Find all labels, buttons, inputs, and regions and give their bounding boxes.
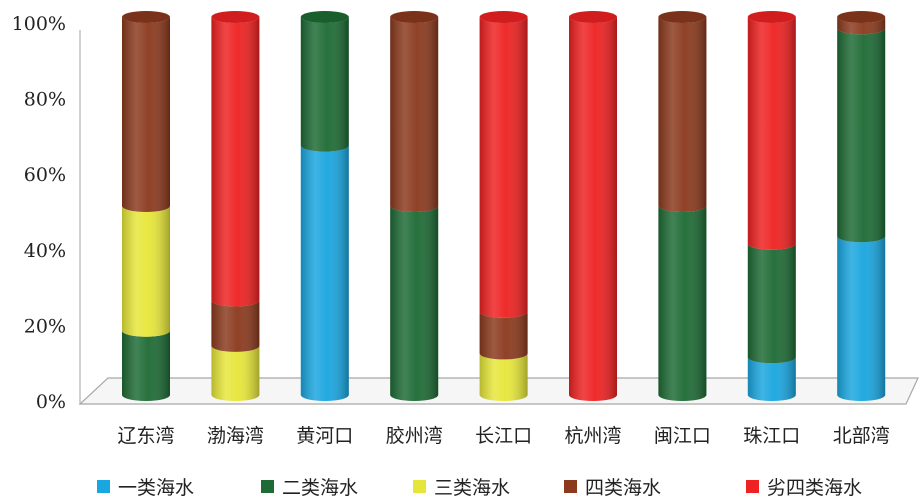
bar-segment-shade bbox=[122, 206, 170, 337]
bar-stack bbox=[211, 11, 260, 401]
bar-segment-shade bbox=[837, 17, 886, 35]
bar-stack bbox=[122, 11, 170, 401]
legend-label: 三类海水 bbox=[434, 477, 510, 499]
bar-top-cap-shade bbox=[747, 11, 796, 23]
y-tick-label: 40% bbox=[24, 240, 66, 262]
x-category-label: 黄河口 bbox=[296, 425, 353, 447]
legend-swatch bbox=[97, 480, 110, 493]
bar-segment-shade bbox=[658, 206, 707, 401]
legend-item: 二类海水 bbox=[261, 477, 358, 499]
x-category-label: 渤海湾 bbox=[207, 425, 264, 447]
bar-stack bbox=[390, 11, 439, 401]
bar-top-cap bbox=[837, 11, 886, 23]
bar-top-cap-shade bbox=[658, 11, 707, 23]
bar-top-cap bbox=[300, 11, 349, 23]
bar-top-cap-shade bbox=[300, 11, 349, 23]
bar-segment-shade bbox=[837, 28, 886, 243]
bar-stack bbox=[569, 11, 617, 401]
bar-top-cap bbox=[390, 11, 439, 23]
legend-item: 四类海水 bbox=[564, 477, 661, 499]
x-category-label: 长江口 bbox=[475, 425, 532, 447]
x-category-label: 胶州湾 bbox=[386, 425, 443, 447]
bar-stack bbox=[747, 11, 796, 401]
legend-swatch bbox=[261, 480, 274, 493]
bar-segment-shade bbox=[747, 17, 796, 250]
bar-segment-shade bbox=[122, 330, 170, 401]
legend-label: 劣四类海水 bbox=[767, 477, 862, 499]
legend-swatch bbox=[564, 480, 577, 493]
y-tick-label: 100% bbox=[12, 13, 66, 35]
bar-segment-shade bbox=[747, 357, 796, 401]
bar-segment-shade bbox=[211, 300, 260, 352]
bar-segment-shade bbox=[658, 17, 707, 213]
legend: 一类海水 二类海水 三类海水 四类海水 劣四类海水 bbox=[97, 477, 862, 499]
bars bbox=[122, 11, 886, 401]
bar-top-cap bbox=[747, 11, 796, 23]
legend-swatch bbox=[413, 480, 426, 493]
bar-stack bbox=[658, 11, 707, 401]
bar-segment-shade bbox=[300, 17, 349, 152]
bar-segment-shade bbox=[569, 17, 617, 401]
bar-segment-shade bbox=[390, 206, 439, 401]
bar-segment-shade bbox=[211, 17, 260, 307]
bar-segment-shade bbox=[479, 17, 528, 318]
bar-segment-shade bbox=[122, 17, 170, 212]
bar-top-cap bbox=[569, 11, 617, 23]
bar-segment-shade bbox=[300, 145, 349, 401]
bar-top-cap bbox=[122, 11, 170, 23]
y-axis-tick-labels: 0% 20% 40% 60% 80% 100% bbox=[12, 13, 66, 413]
bar-top-cap bbox=[211, 11, 260, 23]
bar-top-cap bbox=[479, 11, 528, 23]
y-tick-label: 80% bbox=[24, 89, 66, 111]
legend-label: 一类海水 bbox=[118, 477, 194, 499]
bar-segment-shade bbox=[211, 345, 260, 401]
bar-stack bbox=[300, 11, 349, 401]
y-tick-label: 60% bbox=[24, 164, 66, 186]
bar-segment-shade bbox=[390, 17, 439, 213]
bar-segment-shade bbox=[479, 311, 528, 360]
x-category-label: 辽东湾 bbox=[117, 425, 174, 447]
bar-segment-shade bbox=[479, 353, 528, 401]
x-axis-category-labels: 辽东湾 渤海湾 黄河口 胶州湾 长江口 杭州湾 闽江口 珠江口 北部湾 bbox=[117, 425, 889, 447]
bar-top-cap-shade bbox=[390, 11, 439, 23]
legend-swatch bbox=[746, 480, 759, 493]
legend-item: 一类海水 bbox=[97, 477, 194, 499]
bar-top-cap bbox=[658, 11, 707, 23]
y-tick-label: 20% bbox=[24, 315, 66, 337]
bar-top-cap-shade bbox=[122, 11, 170, 23]
bar-top-cap-shade bbox=[837, 11, 886, 23]
y-tick-label: 0% bbox=[36, 391, 66, 413]
bar-stack bbox=[479, 11, 528, 401]
x-category-label: 闽江口 bbox=[654, 425, 711, 447]
x-category-label: 珠江口 bbox=[743, 425, 800, 447]
bar-top-cap-shade bbox=[569, 11, 617, 23]
legend-label: 二类海水 bbox=[282, 477, 358, 499]
bar-segment-shade bbox=[837, 236, 886, 401]
bar-stack bbox=[837, 11, 886, 401]
legend-item: 劣四类海水 bbox=[746, 477, 862, 499]
bar-top-cap-shade bbox=[479, 11, 528, 23]
legend-label: 四类海水 bbox=[585, 477, 661, 499]
legend-item: 三类海水 bbox=[413, 477, 510, 499]
bar-segment-shade bbox=[747, 243, 796, 364]
x-category-label: 杭州湾 bbox=[564, 425, 621, 447]
bar-top-cap-shade bbox=[211, 11, 260, 23]
x-category-label: 北部湾 bbox=[833, 425, 890, 447]
